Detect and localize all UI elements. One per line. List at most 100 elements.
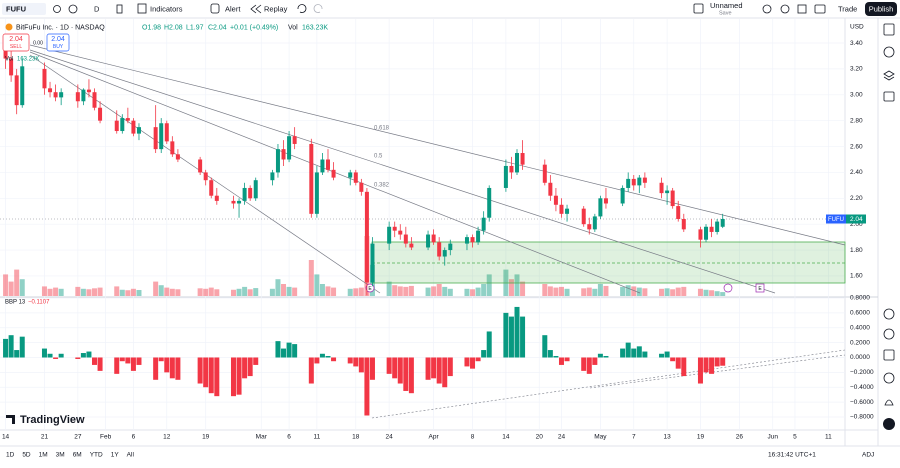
volume-bar	[553, 287, 559, 296]
publish[interactable]: Publish	[869, 4, 894, 13]
volume-bar	[275, 279, 281, 296]
legend-high: H2.08	[164, 24, 183, 31]
legend-title: BitFuFu Inc. · 1D · NASDAQ	[16, 24, 105, 31]
adjust[interactable]: ADJ	[862, 452, 874, 459]
volume-bar	[670, 289, 676, 296]
bbp-bar	[169, 357, 175, 379]
sell-button[interactable]	[2, 33, 30, 52]
event-marker[interactable]	[365, 283, 375, 293]
symbol-search[interactable]	[2, 3, 46, 15]
range-button[interactable]: 1M	[39, 452, 48, 459]
redo[interactable]	[313, 4, 323, 13]
candle-body	[620, 187, 625, 204]
buy-button[interactable]	[46, 33, 70, 52]
bbp-bar	[208, 357, 214, 394]
candle-body	[542, 164, 547, 183]
volume-bar	[3, 274, 9, 296]
bbp-bar	[14, 350, 20, 358]
event-label[interactable]: E	[368, 286, 372, 292]
alert[interactable]: Alert	[225, 4, 241, 13]
undo[interactable]	[297, 4, 307, 13]
ideas-icon[interactable]	[883, 328, 895, 340]
volume-bar	[136, 290, 142, 296]
watchlist-icon[interactable]	[883, 23, 895, 36]
snapshot[interactable]	[814, 4, 826, 14]
legend: BitFuFu Inc. · 1D · NASDAQ O1.98 H2.08 L…	[2, 23, 328, 306]
apps-icon[interactable]	[883, 418, 895, 430]
sell-price[interactable]: 2.04	[9, 36, 23, 43]
layout-name[interactable]: Unnamed	[710, 1, 743, 10]
range-button[interactable]: 3M	[56, 452, 65, 459]
candle-body	[587, 224, 592, 230]
event-marker[interactable]	[755, 283, 765, 293]
publish-button[interactable]	[865, 2, 897, 16]
y-tick-label: 2.00	[850, 221, 863, 228]
sell-label[interactable]: SELL	[10, 44, 22, 50]
add-symbol[interactable]	[68, 4, 78, 14]
toolbar-bg	[0, 0, 900, 18]
y-tick-label: −0.2000	[850, 369, 874, 376]
candle-body	[287, 136, 292, 160]
candle-body	[253, 180, 258, 199]
candle-body	[659, 182, 664, 194]
notifications-icon[interactable]	[884, 399, 894, 406]
indicators[interactable]: Indicators	[150, 4, 183, 13]
y-tick-label: 0.2000	[850, 339, 870, 346]
news-icon[interactable]	[883, 372, 895, 384]
volume-bar	[58, 288, 64, 296]
legend-open: O1.98	[142, 24, 161, 31]
range-button[interactable]: 5D	[22, 452, 31, 459]
layout-icon[interactable]	[693, 3, 704, 14]
buy-label[interactable]: BUY	[53, 44, 64, 50]
range-button[interactable]: YTD	[90, 452, 103, 459]
x-tick-label: 11	[825, 434, 832, 441]
bbp-bar	[697, 357, 703, 384]
buy-price[interactable]: 2.04	[51, 36, 65, 43]
target-icon[interactable]	[883, 308, 895, 320]
calendar-icon[interactable]	[883, 349, 895, 361]
alert-icon[interactable]	[210, 3, 220, 14]
spread: 0.00	[33, 40, 43, 46]
layers-icon[interactable]	[883, 70, 895, 81]
candle-body	[409, 243, 414, 248]
symbol[interactable]: FUFU	[6, 4, 26, 13]
chart-type[interactable]	[116, 4, 123, 14]
alerts-icon[interactable]	[883, 46, 895, 58]
bbp-bar	[508, 316, 514, 358]
replay[interactable]: Replay	[264, 4, 288, 13]
chat-icon[interactable]	[883, 91, 895, 102]
interval[interactable]: D	[94, 4, 100, 13]
range-button[interactable]: 1D	[6, 452, 15, 459]
event-label[interactable]: E	[758, 286, 762, 292]
candle-body	[125, 118, 130, 121]
trade[interactable]: Trade	[838, 4, 857, 13]
earnings-marker[interactable]	[723, 283, 733, 293]
candle-body	[370, 243, 375, 283]
bbp-bar	[236, 357, 242, 395]
bbp-bar	[714, 357, 720, 367]
range-button[interactable]: 1Y	[111, 452, 120, 459]
bbp-trendline	[589, 354, 846, 389]
x-tick-label: Feb	[100, 434, 112, 441]
range-button[interactable]: All	[127, 452, 135, 459]
volume-bar	[153, 281, 159, 296]
candle-body	[665, 190, 670, 194]
volume-bar	[386, 281, 392, 296]
bbp-bar	[125, 357, 131, 364]
candle-body	[136, 127, 141, 134]
volume-bar	[520, 281, 526, 296]
settings[interactable]	[780, 4, 790, 14]
candle-body	[487, 187, 492, 218]
range-button[interactable]: 6M	[73, 452, 82, 459]
right-sidebar	[877, 18, 895, 446]
indicators-icon[interactable]	[137, 3, 147, 14]
replay-icon[interactable]	[250, 4, 262, 14]
candle-body	[53, 92, 58, 98]
x-tick-label: 27	[74, 434, 82, 441]
compare-icon[interactable]	[53, 5, 61, 13]
fullscreen[interactable]	[797, 4, 807, 14]
volume-bar	[697, 288, 703, 296]
bbp-bar	[586, 357, 592, 374]
legend-change: +0.01 (+0.49%)	[230, 24, 278, 31]
quick-search[interactable]	[762, 4, 772, 14]
